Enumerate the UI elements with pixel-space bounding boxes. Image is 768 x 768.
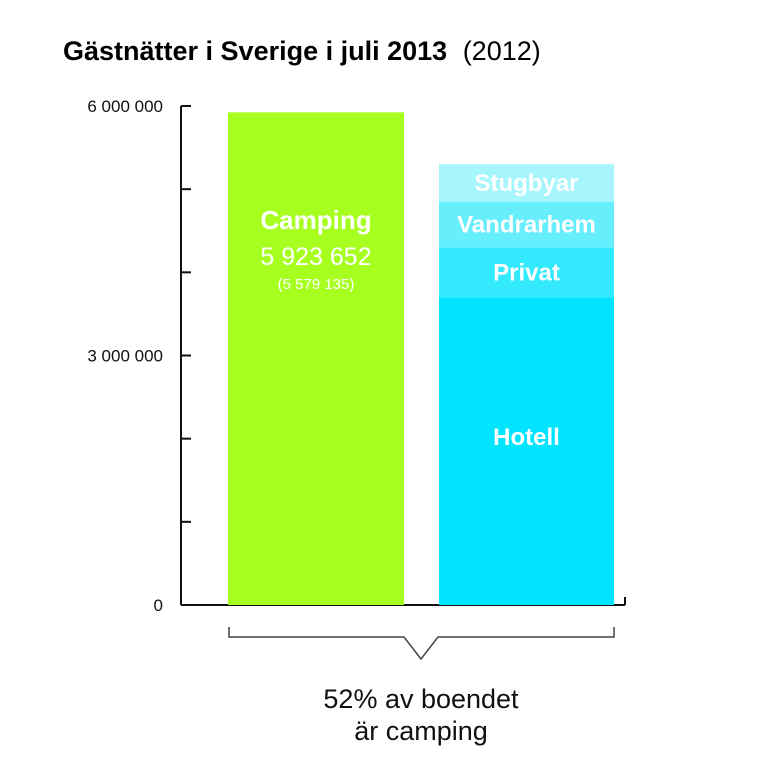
value-camping-2012: (5 579 135) [278, 276, 355, 293]
label-privat: Privat [493, 259, 560, 286]
value-camping: 5 923 652 [260, 243, 371, 271]
label-vandrarhem: Vandrarhem [457, 212, 596, 239]
summary-brace [228, 627, 615, 661]
y-tick-label-2: 6 000 000 [87, 97, 163, 116]
bar-camping [228, 112, 404, 605]
bars [228, 112, 614, 605]
summary-line-2: är camping [354, 716, 488, 746]
label-stugbyar: Stugbyar [474, 170, 578, 197]
summary-line-1: 52% av boendet [323, 684, 519, 714]
bar-segment-stugbyar [439, 164, 614, 202]
bar-labels: Camping 5 923 652 (5 579 135) Hotell Privat V… [260, 170, 595, 451]
chart-title: Gästnätter i Sverige i juli 2013 (2012) [63, 36, 541, 66]
y-tick-label-0: 0 [154, 596, 163, 615]
chart-title-prev-year: (2012) [463, 36, 541, 66]
bar-segment-vandrarhem [439, 201, 614, 248]
label-hotell: Hotell [493, 424, 560, 451]
bar-segment-hotell [439, 297, 614, 605]
y-tick-label-1: 3 000 000 [87, 347, 163, 366]
bar-segment-privat [439, 247, 614, 298]
chart-title-main: Gästnätter i Sverige i juli 2013 [63, 36, 447, 66]
label-camping: Camping [260, 205, 371, 235]
brace-line [228, 627, 615, 661]
